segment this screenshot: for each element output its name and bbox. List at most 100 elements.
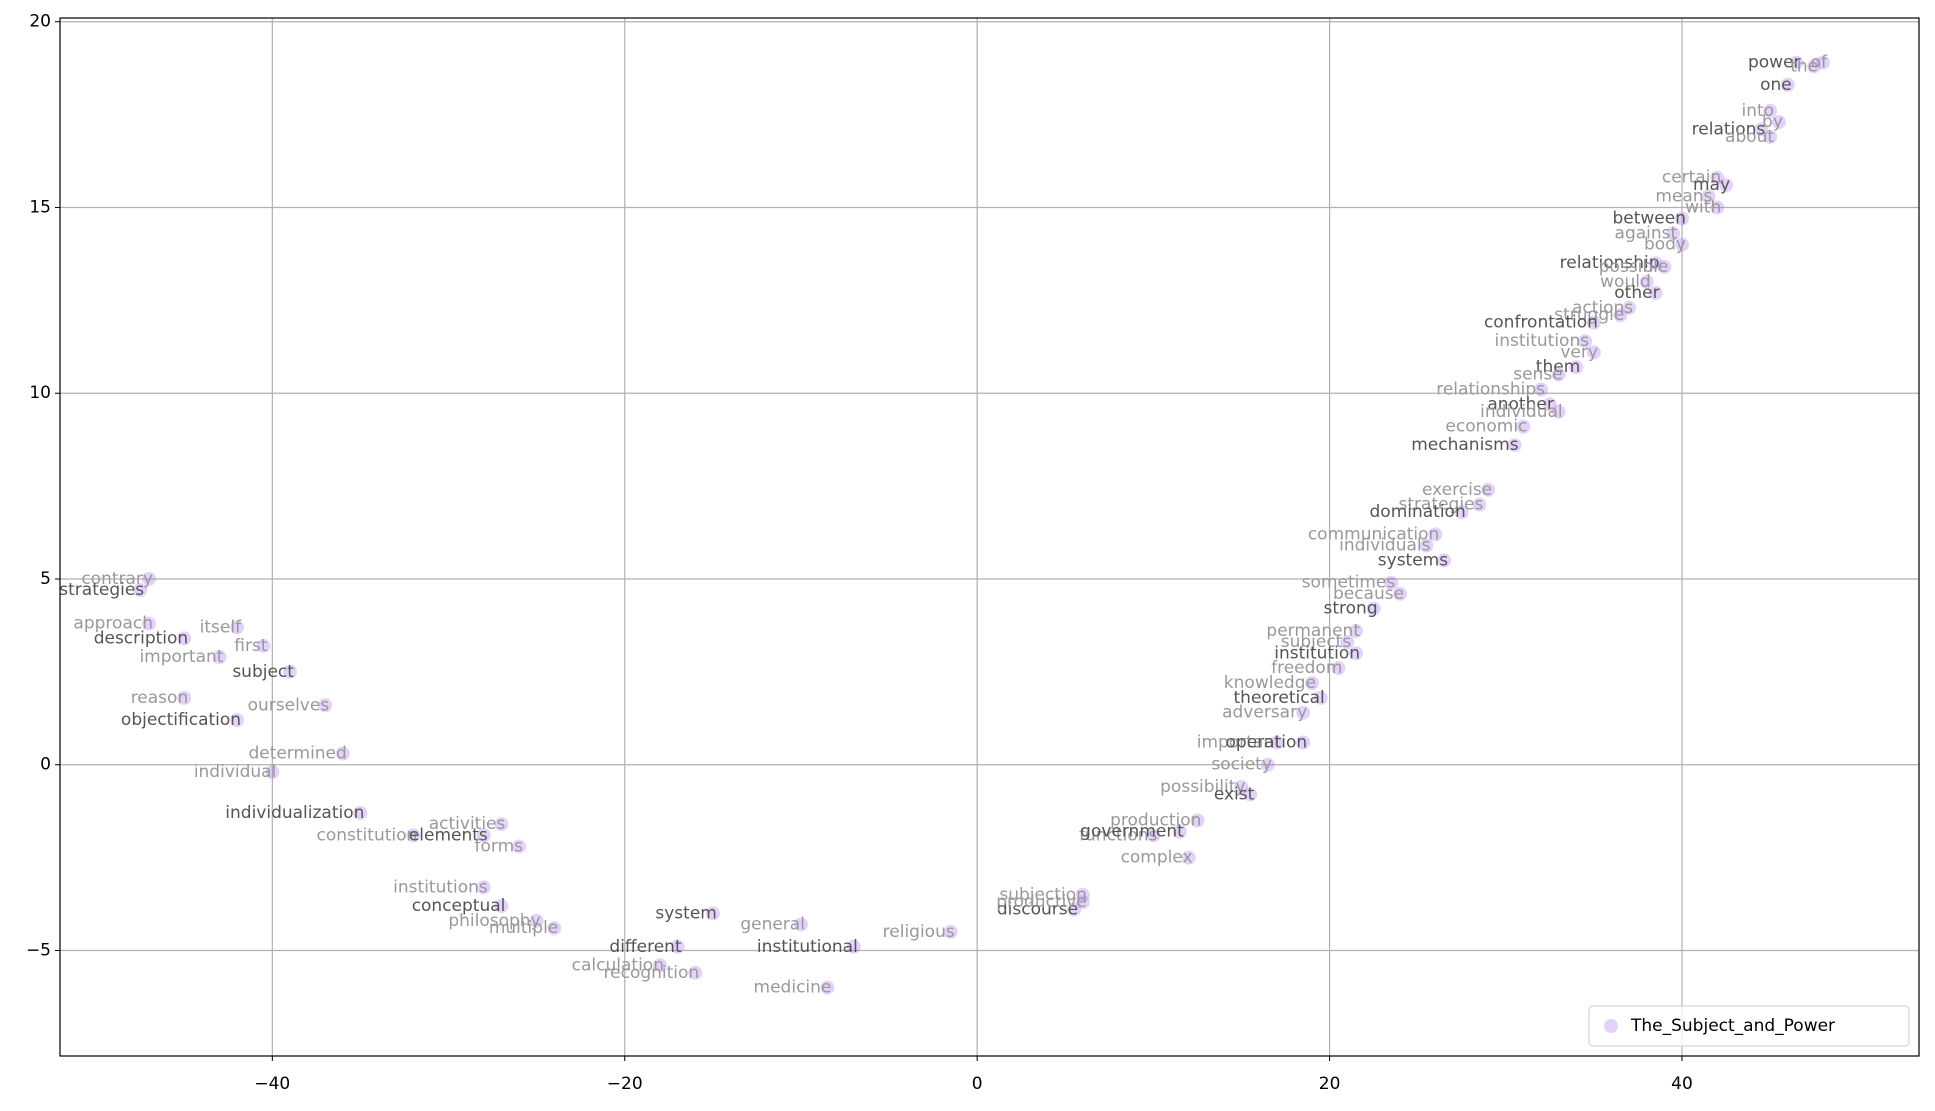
point bbox=[1648, 256, 1663, 271]
point bbox=[1710, 200, 1725, 215]
point bbox=[212, 649, 227, 664]
point bbox=[1331, 661, 1346, 676]
point-label: relationships bbox=[1436, 380, 1545, 400]
point-label: institution bbox=[1274, 643, 1360, 663]
point-label: may bbox=[1693, 175, 1730, 195]
y-tick-label: 10 bbox=[29, 383, 51, 403]
point-label: strategies bbox=[59, 580, 144, 600]
point-label: possibility bbox=[1160, 777, 1245, 797]
point-label: itself bbox=[200, 617, 242, 637]
point-label: determined bbox=[248, 744, 346, 764]
point bbox=[133, 583, 148, 598]
point bbox=[335, 746, 350, 761]
point-label: mechanisms bbox=[1411, 435, 1518, 455]
point bbox=[141, 571, 156, 586]
point bbox=[1296, 735, 1311, 750]
point-label: domination bbox=[1370, 502, 1466, 522]
point-label: body bbox=[1644, 235, 1686, 255]
point-label: recognition bbox=[604, 963, 700, 983]
point bbox=[1763, 103, 1778, 118]
point bbox=[529, 913, 544, 928]
point-label: another bbox=[1487, 394, 1553, 414]
point-label: with bbox=[1685, 197, 1721, 217]
point-label: other bbox=[1614, 283, 1659, 303]
point bbox=[1384, 575, 1399, 590]
point-label: into bbox=[1742, 101, 1775, 121]
point bbox=[1780, 77, 1795, 92]
point bbox=[1551, 404, 1566, 419]
point-label: possible bbox=[1599, 257, 1669, 277]
point bbox=[793, 917, 808, 932]
point bbox=[943, 924, 958, 939]
point-label: against bbox=[1615, 223, 1678, 243]
point-label: because bbox=[1333, 584, 1404, 604]
point-label: would bbox=[1600, 272, 1651, 292]
point-label: contrary bbox=[81, 569, 153, 589]
x-tick-label: 40 bbox=[1671, 1074, 1693, 1094]
point bbox=[476, 880, 491, 895]
point bbox=[1763, 129, 1778, 144]
point-label: institutional bbox=[757, 937, 858, 957]
point bbox=[1393, 586, 1408, 601]
point bbox=[1481, 482, 1496, 497]
y-tick-label: 0 bbox=[40, 755, 51, 775]
point-label: adversary bbox=[1222, 703, 1307, 723]
point bbox=[1146, 828, 1161, 843]
point-label: reason bbox=[131, 688, 189, 708]
point bbox=[1771, 115, 1786, 130]
point-label: philosophy bbox=[448, 911, 540, 931]
point bbox=[688, 965, 703, 980]
point bbox=[705, 906, 720, 921]
point bbox=[1243, 787, 1258, 802]
point-label: means bbox=[1655, 186, 1712, 206]
point-label: multiple bbox=[489, 918, 558, 938]
point-label: discourse bbox=[997, 900, 1078, 920]
point bbox=[1666, 226, 1681, 241]
legend-box bbox=[1588, 1005, 1910, 1047]
point-label: systems bbox=[1378, 550, 1448, 570]
point-label: elements bbox=[409, 825, 488, 845]
point-label: relationship bbox=[1560, 253, 1660, 273]
point bbox=[846, 939, 861, 954]
point bbox=[1349, 646, 1364, 661]
point bbox=[1428, 527, 1443, 542]
point-label: conceptual bbox=[412, 896, 506, 916]
point bbox=[670, 939, 685, 954]
legend-marker bbox=[1604, 1019, 1618, 1033]
point bbox=[1674, 237, 1689, 252]
point-label: actions bbox=[1572, 298, 1633, 318]
point bbox=[1648, 285, 1663, 300]
point-label: power bbox=[1748, 53, 1801, 73]
point-label: important bbox=[1197, 732, 1281, 752]
point bbox=[547, 921, 562, 936]
point bbox=[282, 664, 297, 679]
point bbox=[1067, 902, 1082, 917]
point-label: objectification bbox=[121, 710, 241, 730]
point-label: individualization bbox=[225, 803, 364, 823]
point-label: strong bbox=[1324, 599, 1378, 619]
point-label: knowledge bbox=[1224, 673, 1316, 693]
point-label: constitution bbox=[317, 825, 418, 845]
point bbox=[1710, 170, 1725, 185]
point bbox=[1586, 345, 1601, 360]
point bbox=[1674, 211, 1689, 226]
point-label: struggle bbox=[1554, 305, 1624, 325]
point-label: general bbox=[740, 914, 805, 934]
point-label: productive bbox=[996, 892, 1087, 912]
point-label: important bbox=[139, 647, 223, 667]
x-tick-label: −20 bbox=[607, 1074, 643, 1094]
point-label: about bbox=[1725, 127, 1774, 147]
point bbox=[1190, 813, 1205, 828]
point-label: certain bbox=[1662, 168, 1721, 188]
point-label: them bbox=[1536, 357, 1580, 377]
point-label: institutions bbox=[1494, 331, 1589, 351]
point-label: strategies bbox=[1398, 495, 1483, 515]
y-tick-label: 15 bbox=[29, 197, 51, 217]
point-label: confrontation bbox=[1484, 313, 1598, 333]
point-label: by bbox=[1762, 112, 1783, 132]
point bbox=[1340, 635, 1355, 650]
point bbox=[1304, 676, 1319, 691]
point-label: system bbox=[655, 903, 716, 923]
point bbox=[512, 839, 527, 854]
